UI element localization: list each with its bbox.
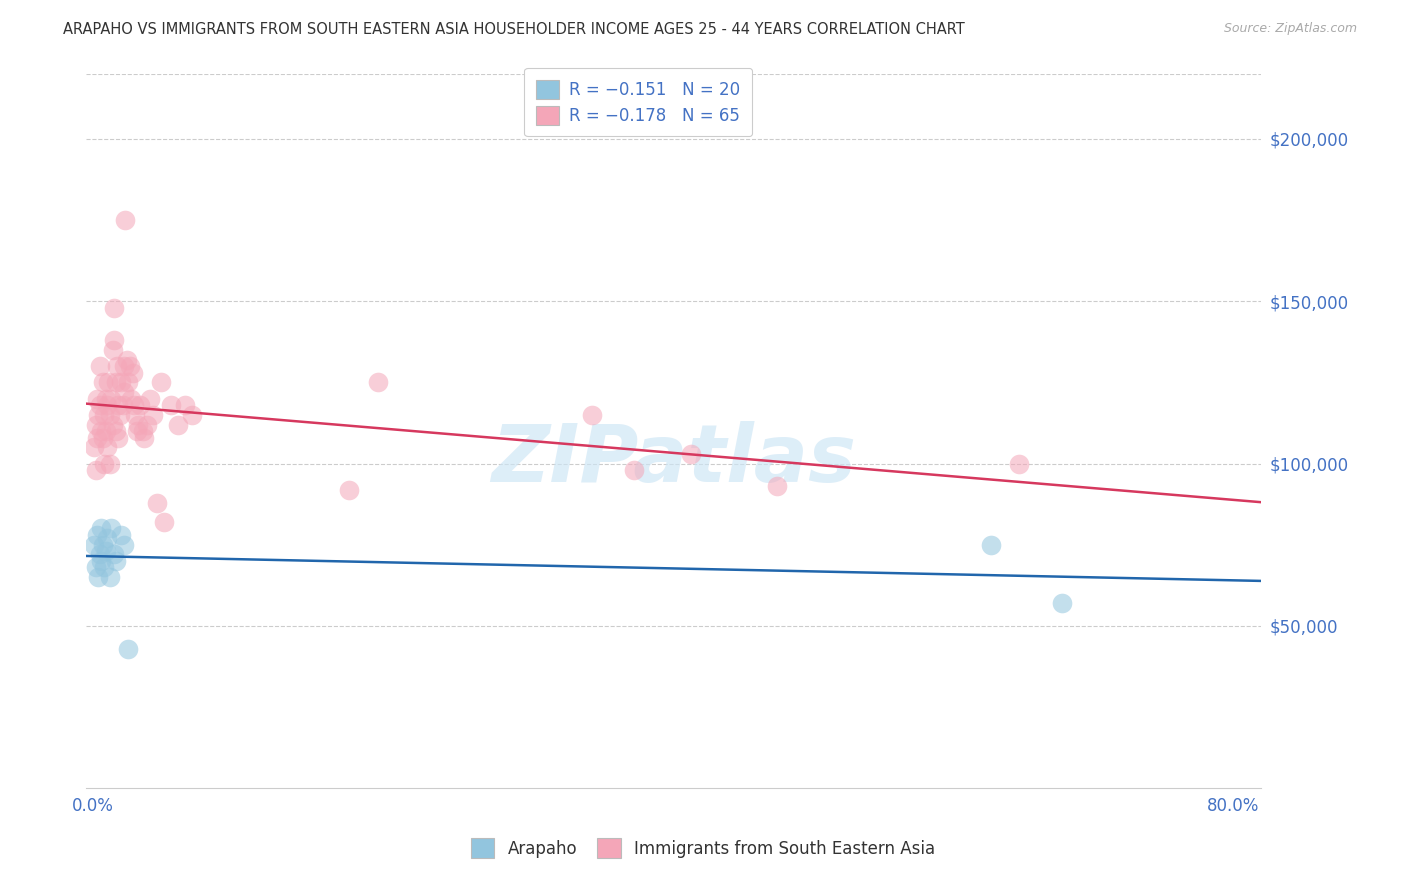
Point [131,424,153,438]
Point [132,431,155,445]
Point [118,359,141,373]
Legend: Arapaho, Immigrants from South Eastern Asia: Arapaho, Immigrants from South Eastern A… [461,829,945,868]
Point [337,483,360,497]
Point [84,417,107,432]
Point [89,548,111,562]
Point [93,408,115,422]
Point [90,424,112,438]
Point [124,408,146,422]
Point [83,538,105,552]
Point [181,408,204,422]
Point [581,408,603,422]
Text: ZIPatlas: ZIPatlas [491,421,856,499]
Point [96,440,118,454]
Point [91,431,114,445]
Point [1050,596,1073,610]
Point [101,343,124,357]
Text: ARAPAHO VS IMMIGRANTS FROM SOUTH EASTERN ASIA HOUSEHOLDER INCOME AGES 25 - 44 YE: ARAPAHO VS IMMIGRANTS FROM SOUTH EASTERN… [63,22,965,37]
Point [107,431,129,445]
Point [104,554,127,568]
Point [112,385,135,400]
Point [84,560,107,574]
Point [142,408,165,422]
Text: Source: ZipAtlas.com: Source: ZipAtlas.com [1223,22,1357,36]
Point [83,440,105,454]
Point [84,463,107,477]
Point [94,544,117,558]
Point [93,457,115,471]
Point [980,538,1002,552]
Point [91,538,114,552]
Point [112,359,135,373]
Point [96,531,118,545]
Point [103,333,125,347]
Point [111,398,134,412]
Point [125,424,148,438]
Point [100,392,122,406]
Point [108,408,131,422]
Point [174,398,197,412]
Point [120,392,142,406]
Point [86,528,108,542]
Point [153,515,176,529]
Point [94,424,117,438]
Point [89,359,111,373]
Point [91,376,114,390]
Point [122,398,145,412]
Point [112,538,135,552]
Point [115,352,138,367]
Point [90,554,112,568]
Point [167,417,190,432]
Point [96,398,118,412]
Point [86,392,108,406]
Point [114,213,136,227]
Point [107,398,129,412]
Legend: R = −0.151   N = 20, R = −0.178   N = 65: R = −0.151 N = 20, R = −0.178 N = 65 [524,68,752,136]
Point [146,495,169,509]
Point [765,479,787,493]
Point [623,463,645,477]
Point [97,376,120,390]
Point [101,417,124,432]
Point [117,376,139,390]
Point [110,528,132,542]
Point [100,521,122,535]
Point [103,301,125,315]
Point [104,424,127,438]
Point [87,408,110,422]
Point [105,359,128,373]
Point [89,398,111,412]
Point [98,570,121,584]
Point [90,521,112,535]
Point [367,376,389,390]
Point [98,457,121,471]
Point [127,417,149,432]
Point [87,570,110,584]
Point [104,376,127,390]
Point [110,376,132,390]
Point [94,392,117,406]
Point [128,398,150,412]
Point [121,366,143,380]
Point [103,548,125,562]
Point [98,408,121,422]
Point [93,560,115,574]
Point [160,398,183,412]
Point [138,392,160,406]
Point [86,431,108,445]
Point [117,641,139,656]
Point [135,417,157,432]
Point [1008,457,1031,471]
Point [681,447,703,461]
Point [150,376,173,390]
